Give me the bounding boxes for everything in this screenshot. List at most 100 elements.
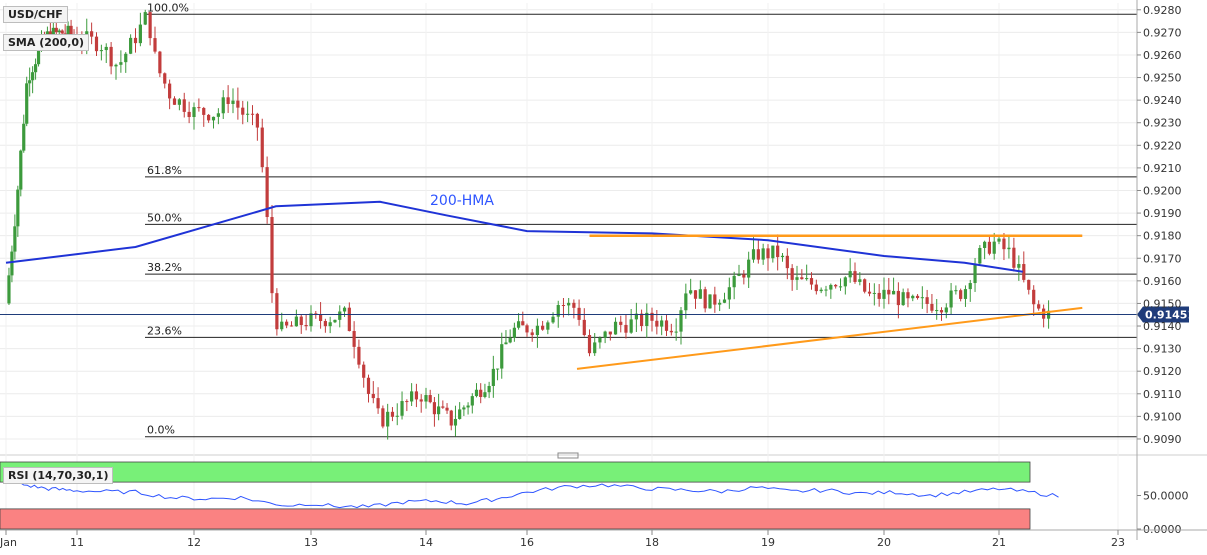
time-tick-label: 11 <box>70 536 84 549</box>
candle-body <box>887 289 891 295</box>
candlestick <box>347 302 351 332</box>
candle-body <box>541 325 545 330</box>
candlestick <box>216 108 220 125</box>
candlestick <box>747 251 751 289</box>
candlestick <box>587 329 592 357</box>
candle-body <box>410 391 414 402</box>
candle-body <box>939 310 944 313</box>
candle-body <box>226 97 230 104</box>
candle-body <box>285 321 289 326</box>
candle-body <box>158 51 162 74</box>
candle-body <box>795 277 799 280</box>
candle-body <box>221 97 225 114</box>
candlestick <box>809 272 814 290</box>
time-tick-label: 13 <box>304 536 318 549</box>
symbol-label[interactable]: USD/CHF <box>3 6 68 23</box>
candle-body <box>114 64 118 67</box>
candle-body <box>445 407 449 411</box>
candle-body <box>187 111 191 118</box>
candlestick <box>708 294 712 309</box>
candle-body <box>148 12 152 39</box>
candle-body <box>613 321 618 335</box>
candle-body <box>216 113 220 117</box>
candlestick <box>949 283 953 315</box>
time-tick-label: 23 <box>1111 536 1125 549</box>
candlestick <box>428 389 432 404</box>
candlestick <box>60 29 64 35</box>
candlestick <box>99 44 103 61</box>
candlestick <box>133 28 138 53</box>
candlestick <box>299 314 303 334</box>
candle-body <box>474 389 479 397</box>
candle-body <box>997 238 1001 242</box>
candlestick <box>853 262 857 284</box>
candle-body <box>479 389 483 397</box>
candle-body <box>289 325 294 327</box>
candlestick <box>567 297 571 316</box>
candle-body <box>915 295 920 299</box>
price-tick-label: 0.9140 <box>1143 320 1182 333</box>
candle-body <box>713 294 717 305</box>
candle-body <box>737 274 741 276</box>
candle-body <box>241 107 245 115</box>
candlestick <box>872 283 876 306</box>
candlestick <box>207 113 211 123</box>
candle-body <box>624 324 628 333</box>
candlestick <box>309 305 313 332</box>
candle-body <box>495 368 500 370</box>
fib-level-label: 23.6% <box>147 324 182 337</box>
candlestick <box>458 402 462 420</box>
rsi-label[interactable]: RSI (14,70,30,1) <box>3 467 114 484</box>
candle-body <box>386 411 390 427</box>
candlestick <box>530 328 534 342</box>
candlestick <box>1027 279 1031 295</box>
candle-body <box>896 290 900 306</box>
candle-body <box>634 313 638 320</box>
candle-body <box>504 342 508 345</box>
candle-body <box>572 302 576 308</box>
candlestick <box>639 309 644 332</box>
candle-body <box>294 316 298 327</box>
candle-body <box>66 25 70 35</box>
candlestick <box>22 114 26 153</box>
candle-body <box>834 284 838 287</box>
candle-body <box>911 295 915 299</box>
candle-body <box>987 241 992 254</box>
candle-body <box>28 80 32 84</box>
time-tick-label: Jan <box>0 536 17 549</box>
candle-body <box>177 99 181 105</box>
candle-body <box>405 401 409 403</box>
candlestick <box>294 309 298 327</box>
candlestick <box>441 400 445 409</box>
candlestick <box>410 383 414 406</box>
candle-body <box>458 409 462 419</box>
candle-body <box>689 290 693 294</box>
candle-body <box>432 402 437 415</box>
candle-body <box>414 391 419 400</box>
candlestick <box>172 96 177 105</box>
sma-label[interactable]: SMA (200,0) <box>3 34 90 51</box>
candle-body <box>577 307 581 320</box>
candlestick <box>713 286 717 313</box>
candlestick <box>231 88 235 114</box>
candlestick <box>119 50 123 73</box>
candlestick <box>129 34 133 55</box>
candlestick <box>318 302 323 329</box>
candle-body <box>1007 247 1011 250</box>
candlestick <box>582 308 586 337</box>
candle-body <box>512 327 516 338</box>
candlestick <box>800 269 804 280</box>
candlestick <box>432 397 437 427</box>
candlestick <box>508 329 512 344</box>
price-tick-label: 0.9230 <box>1143 117 1182 130</box>
candlestick <box>819 287 823 294</box>
candle-body <box>265 167 269 218</box>
candle-body <box>390 411 395 417</box>
candle-body <box>333 319 337 323</box>
candle-body <box>299 316 303 326</box>
candlestick <box>400 391 404 420</box>
price-tick-label: 0.9090 <box>1143 433 1182 446</box>
price-axis: 0.9280 0.9270 0.9260 0.9250 0.9240 0.9230 0.92… <box>1136 0 1182 540</box>
